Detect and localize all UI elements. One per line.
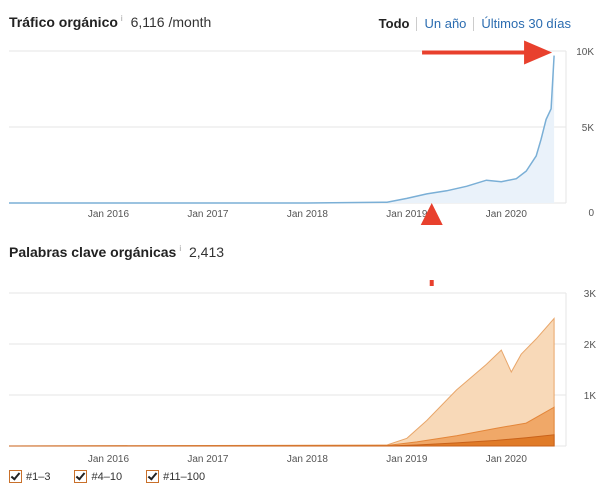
keywords-header: Palabras clave orgánicas i 2,413 bbox=[9, 244, 224, 260]
keywords-value: 2,413 bbox=[189, 244, 225, 260]
x-tick-label: Jan 2020 bbox=[486, 209, 528, 220]
y-tick-label: 5K bbox=[582, 123, 595, 134]
traffic-chart: 10K 5K 0 Jan 2016 Jan 2017 Jan 2018 Jan 2019 Ja… bbox=[9, 40, 595, 225]
traffic-header: Tráfico orgánico i 6,116 /month bbox=[9, 14, 211, 30]
legend-item-11-100[interactable]: #11–100 bbox=[146, 470, 205, 483]
legend: #1–3 #4–10 #11–100 bbox=[9, 470, 205, 483]
x-tick-label: Jan 2016 bbox=[88, 209, 130, 220]
range-divider bbox=[473, 17, 475, 31]
traffic-area bbox=[9, 55, 555, 203]
keywords-title: Palabras clave orgánicas bbox=[9, 244, 177, 260]
x-tick-label: Jan 2017 bbox=[187, 209, 229, 220]
x-tick-label: Jan 2019 bbox=[386, 454, 428, 465]
y-tick-label: 1K bbox=[584, 391, 597, 402]
range-30-days-button[interactable]: Últimos 30 días bbox=[481, 16, 571, 31]
x-tick-label: Jan 2019 bbox=[386, 209, 428, 220]
series-1-3-area bbox=[9, 434, 555, 447]
info-icon[interactable]: i bbox=[179, 244, 182, 254]
series-11-100-area bbox=[8, 317, 555, 447]
arrowhead-icon bbox=[420, 203, 443, 225]
keywords-chart: 3K 2K 1K Jan 2016 Jan 2017 Jan 2018 Jan 2019 Ja… bbox=[8, 280, 597, 465]
y-tick-label: 10K bbox=[576, 47, 594, 58]
info-icon[interactable]: i bbox=[120, 14, 123, 24]
arrowhead-icon bbox=[524, 40, 553, 65]
x-tick-label: Jan 2017 bbox=[187, 454, 229, 465]
range-all-button[interactable]: Todo bbox=[378, 16, 410, 31]
range-divider bbox=[416, 17, 418, 31]
y-tick-label: 2K bbox=[584, 340, 597, 351]
y-tick-label: 0 bbox=[588, 208, 594, 219]
y-tick-label: 3K bbox=[584, 289, 597, 300]
range-selector: Todo Un año Últimos 30 días bbox=[372, 16, 578, 31]
checkbox-icon[interactable] bbox=[146, 470, 160, 483]
x-tick-label: Jan 2018 bbox=[287, 209, 329, 220]
x-tick-label: Jan 2016 bbox=[88, 454, 130, 465]
checkbox-icon[interactable] bbox=[9, 470, 22, 483]
x-tick-label: Jan 2020 bbox=[486, 454, 528, 465]
traffic-line bbox=[9, 55, 555, 204]
x-tick-label: Jan 2018 bbox=[287, 454, 329, 465]
checkbox-icon[interactable] bbox=[74, 470, 88, 483]
legend-item-4-10[interactable]: #4–10 bbox=[74, 470, 122, 483]
range-year-button[interactable]: Un año bbox=[424, 16, 467, 31]
legend-item-top3[interactable]: #1–3 bbox=[9, 470, 50, 483]
traffic-value: 6,116 /month bbox=[130, 14, 212, 30]
traffic-title: Tráfico orgánico bbox=[9, 14, 118, 30]
